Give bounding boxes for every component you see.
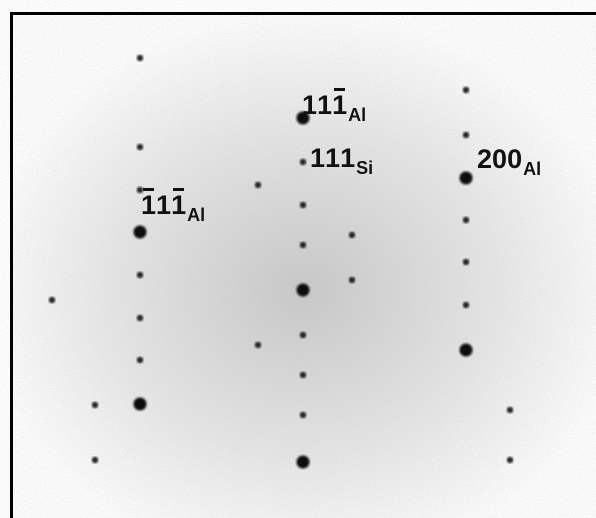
spot [507, 407, 513, 413]
index-label: 111Si [310, 145, 373, 172]
index-digit: 1 [317, 92, 332, 119]
spot [300, 202, 306, 208]
spot [463, 87, 469, 93]
spot [460, 172, 473, 185]
phase-subscript: Al [523, 159, 541, 179]
spot [349, 277, 355, 283]
spot [49, 297, 55, 303]
spot [137, 315, 143, 321]
spot [134, 226, 147, 239]
spot [137, 272, 143, 278]
spot [300, 332, 306, 338]
spot [297, 456, 310, 469]
spot [255, 342, 261, 348]
spot [463, 217, 469, 223]
index-label: 111Al [141, 192, 205, 219]
index-digit: 1 [332, 92, 347, 119]
spot [463, 259, 469, 265]
spot [463, 132, 469, 138]
spot [92, 457, 98, 463]
spot [137, 357, 143, 363]
index-digit: 1 [325, 145, 340, 172]
index-digit: 1 [141, 192, 156, 219]
phase-subscript: Al [348, 105, 366, 125]
index-digit: 1 [310, 145, 325, 172]
spot [463, 302, 469, 308]
spot [349, 232, 355, 238]
spot [300, 412, 306, 418]
index-digit: 1 [302, 92, 317, 119]
index-label: 200Al [477, 146, 541, 173]
spot [300, 372, 306, 378]
diffraction-pattern [0, 0, 596, 518]
spot [300, 159, 306, 165]
phase-subscript: Al [187, 205, 205, 225]
index-digit: 1 [171, 192, 186, 219]
spot [460, 344, 473, 357]
spot [507, 457, 513, 463]
spot [255, 182, 261, 188]
index-label: 111Al [302, 92, 366, 119]
index-digit: 0 [507, 146, 522, 173]
spot [137, 144, 143, 150]
index-digit: 1 [156, 192, 171, 219]
spot [134, 398, 147, 411]
index-digit: 1 [340, 145, 355, 172]
page: 111Al111Si200Al111Al [0, 0, 596, 518]
index-digit: 0 [492, 146, 507, 173]
phase-subscript: Si [356, 158, 373, 178]
spot [137, 55, 143, 61]
spot [92, 402, 98, 408]
spot [297, 284, 310, 297]
spot [300, 242, 306, 248]
index-digit: 2 [477, 146, 492, 173]
